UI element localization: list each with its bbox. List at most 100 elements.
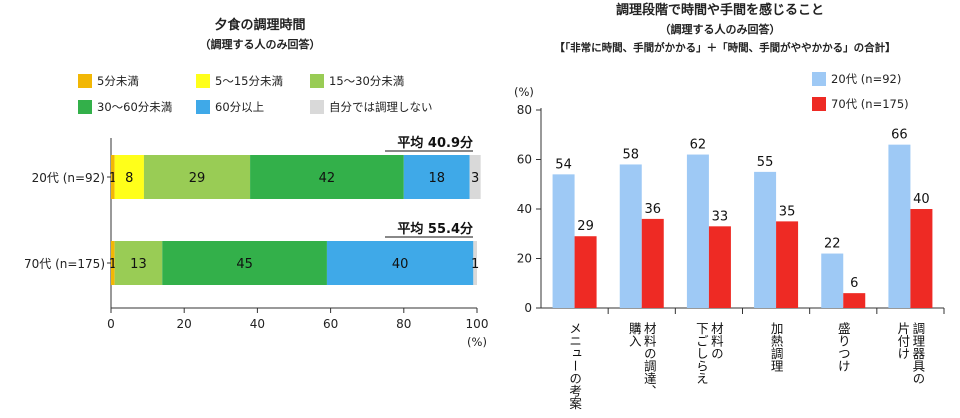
right-chart-subtitle: （調理する人のみ回答） bbox=[659, 23, 781, 36]
left-chart-title: 夕食の調理時間 bbox=[214, 18, 306, 33]
x-tick-label: 0 bbox=[107, 317, 115, 331]
bar bbox=[754, 171, 777, 308]
legend-swatch bbox=[78, 100, 92, 114]
average-label: 平均 40.9分 bbox=[397, 135, 473, 151]
legend-label: 5～15分未満 bbox=[215, 74, 283, 88]
data-label: 55 bbox=[757, 155, 774, 170]
bar bbox=[776, 221, 799, 308]
legend-label: 15～30分未満 bbox=[329, 74, 405, 88]
segment-label: 1 bbox=[109, 257, 117, 272]
stacked-bar-panel: 夕食の調理時間 （調理する人のみ回答） 5分未満 5～15分未満 15～30分未… bbox=[24, 18, 489, 349]
category-label: 加熱調理 bbox=[769, 322, 784, 372]
category-label: 盛りつけ bbox=[836, 321, 851, 372]
legend-label: 20代 (n=92) bbox=[831, 72, 902, 86]
bar-segment bbox=[143, 155, 251, 199]
bar-segment bbox=[469, 155, 481, 199]
legend-label: 60分以上 bbox=[215, 100, 265, 114]
bar-segment bbox=[114, 155, 144, 199]
data-label: 58 bbox=[622, 147, 639, 162]
segment-label: 1 bbox=[471, 257, 479, 272]
bar bbox=[574, 236, 597, 308]
y-tick-label: 0 bbox=[524, 301, 532, 315]
bar bbox=[821, 253, 844, 308]
category-label: 70代 (n=175) bbox=[24, 257, 105, 271]
data-label: 33 bbox=[712, 209, 729, 224]
category-label: 購入 bbox=[627, 322, 642, 347]
category-label: メニューの考案 bbox=[567, 322, 582, 410]
segment-label: 13 bbox=[130, 257, 147, 272]
legend-item: 30～60分未満 bbox=[78, 99, 172, 115]
average-label: 平均 55.4分 bbox=[397, 221, 473, 237]
segment-label: 8 bbox=[125, 171, 133, 186]
bar-segment bbox=[114, 241, 163, 285]
bar-segment bbox=[326, 241, 474, 285]
stacked-bar-chart: 0 20 40 60 80 100(%)20代 (n=92) 1 8 29 42 18 3平均 40.… bbox=[24, 135, 489, 349]
segment-label: 40 bbox=[392, 257, 409, 272]
legend-item: 5分未満 bbox=[78, 73, 139, 89]
bar-segment bbox=[473, 241, 477, 285]
legend-item: 70代 (n=175) bbox=[812, 96, 909, 112]
y-tick-label: 80 bbox=[517, 103, 532, 117]
x-tick-label: 80 bbox=[396, 317, 411, 331]
legend-swatch bbox=[310, 74, 324, 88]
x-tick-label: 40 bbox=[250, 317, 265, 331]
category-label: 20代 (n=92) bbox=[32, 171, 105, 185]
data-label: 66 bbox=[891, 128, 908, 143]
bar bbox=[552, 174, 575, 308]
bar-segment bbox=[111, 155, 115, 199]
category-label: 下ごしらえ bbox=[694, 322, 709, 385]
category-label: 材料の bbox=[709, 322, 724, 360]
bar bbox=[888, 144, 911, 308]
legend-label: 5分未満 bbox=[97, 74, 139, 88]
data-label: 22 bbox=[824, 237, 841, 252]
data-label: 29 bbox=[577, 219, 594, 234]
bar bbox=[641, 218, 664, 308]
data-label: 54 bbox=[555, 157, 572, 172]
legend-label: 70代 (n=175) bbox=[831, 97, 909, 111]
category-label: 調理器具の bbox=[910, 322, 925, 385]
category-label: 片付け bbox=[895, 322, 910, 360]
segment-label: 18 bbox=[428, 171, 445, 186]
segment-label: 1 bbox=[109, 171, 117, 186]
category-label: 材料の調達、 bbox=[642, 322, 657, 397]
legend-swatch bbox=[310, 100, 324, 114]
legend-label: 自分では調理しない bbox=[329, 100, 433, 114]
bar-segment bbox=[403, 155, 470, 199]
bar-segment bbox=[250, 155, 404, 199]
data-label: 62 bbox=[690, 138, 707, 153]
bar-segment bbox=[111, 241, 115, 285]
legend-item: 自分では調理しない bbox=[310, 99, 433, 115]
legend-item: 15～30分未満 bbox=[310, 73, 404, 89]
left-chart-subtitle: （調理する人のみ回答） bbox=[199, 38, 321, 51]
legend-item: 20代 (n=92) bbox=[812, 71, 901, 87]
bar-segment bbox=[162, 241, 327, 285]
bar bbox=[843, 293, 866, 308]
grouped-bar-chart: (%) 0 20 40 60 80 54 29 メニューの考案 58 36 材料の調達、購入 62 33 材… bbox=[514, 85, 945, 410]
legend-item: 60分以上 bbox=[196, 99, 264, 115]
bar bbox=[686, 154, 709, 308]
right-chart-note: 【「非常に時間、手間がかかる」＋「時間、手間がややかかる」の合計】 bbox=[554, 42, 896, 54]
grouped-bar-panel: 調理段階で時間や手間を感じること （調理する人のみ回答） 【「非常に時間、手間が… bbox=[490, 0, 960, 418]
legend-swatch bbox=[812, 72, 826, 86]
segment-label: 29 bbox=[189, 171, 206, 186]
y-tick-label: 40 bbox=[517, 202, 532, 216]
x-tick-label: 20 bbox=[177, 317, 192, 331]
bar bbox=[619, 164, 642, 308]
segment-label: 42 bbox=[319, 171, 336, 186]
data-label: 36 bbox=[644, 202, 661, 217]
bar bbox=[910, 209, 933, 308]
right-chart-title: 調理段階で時間や手間を感じること bbox=[615, 3, 824, 18]
legend-swatch bbox=[196, 74, 210, 88]
bar bbox=[708, 226, 731, 308]
legend-label: 30～60分未満 bbox=[97, 100, 173, 114]
x-axis-unit: (%) bbox=[467, 335, 487, 349]
y-tick-label: 60 bbox=[517, 153, 532, 167]
legend-swatch bbox=[78, 74, 92, 88]
legend-swatch bbox=[196, 100, 210, 114]
data-label: 35 bbox=[779, 204, 796, 219]
legend-item: 5～15分未満 bbox=[196, 73, 283, 89]
x-tick-label: 100 bbox=[466, 317, 489, 331]
legend-swatch bbox=[812, 97, 826, 111]
data-label: 6 bbox=[850, 276, 858, 291]
y-tick-label: 20 bbox=[517, 252, 532, 266]
